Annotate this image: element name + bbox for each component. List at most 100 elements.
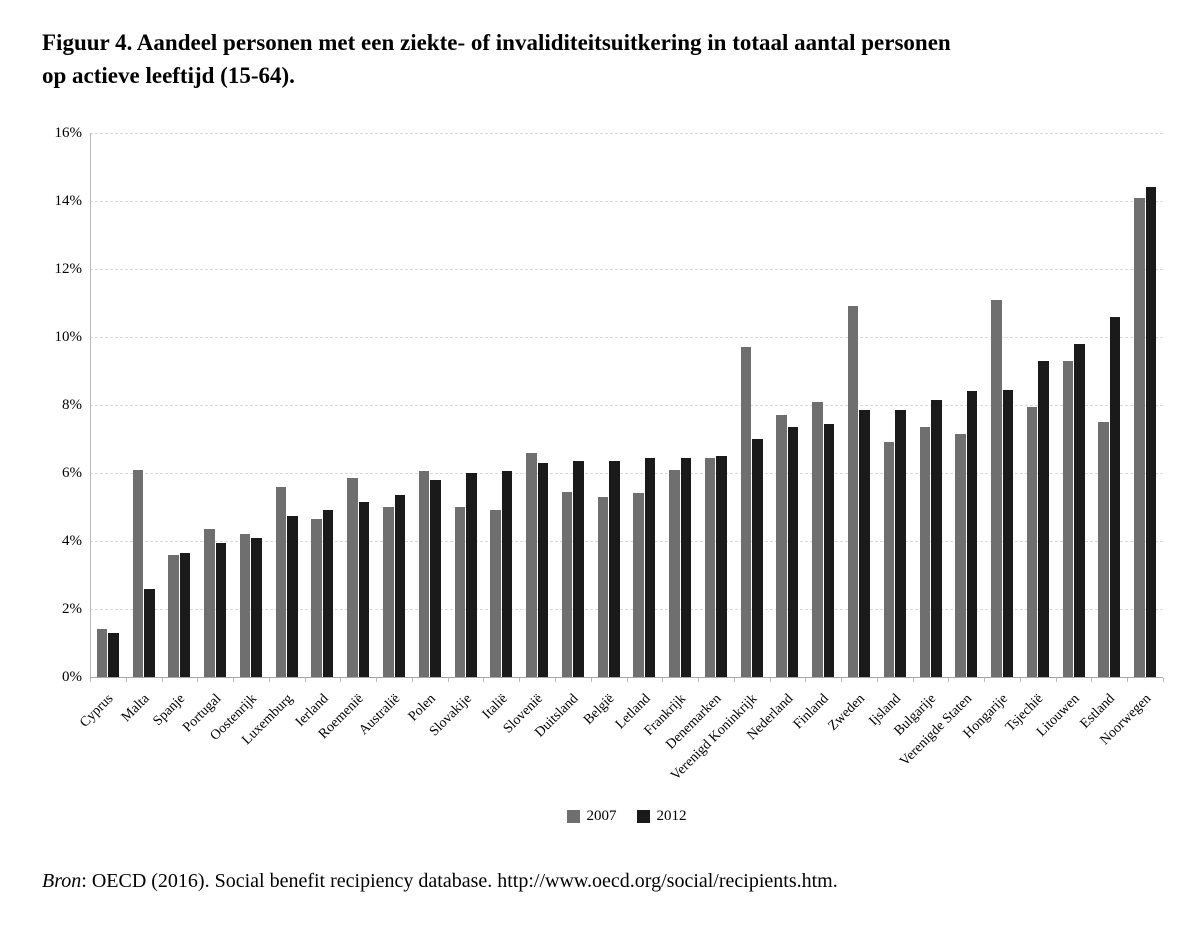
bar-2012-Ierland: [322, 510, 334, 677]
figure-title: Figuur 4. Aandeel personen met een ziekt…: [42, 26, 1172, 92]
bar-2012-Estland: [1109, 316, 1121, 677]
category-tick: [1055, 678, 1057, 682]
bar-2012-Malta: [144, 588, 155, 677]
category-tick: [233, 678, 235, 682]
bar-2012-Roemenië: [358, 501, 370, 677]
bar-2012-Litouwen: [1074, 343, 1085, 677]
category-tick: [1091, 678, 1093, 682]
source-label: Bron: [42, 870, 82, 892]
x-axis-label-Zweden: Zweden: [825, 691, 868, 734]
bar-2007-Zweden: [847, 306, 859, 677]
category-tick: [1127, 678, 1129, 682]
source-line: Bron: OECD (2016). Social benefit recipi…: [42, 870, 838, 893]
gridline-8: [90, 405, 1163, 406]
category-tick: [805, 678, 807, 682]
legend-swatch-2012: [636, 810, 650, 823]
bar-2012-Portugal: [215, 542, 227, 677]
bar-2007-Ijsland: [883, 442, 895, 677]
bar-2007-Bulgarije: [919, 427, 931, 677]
bar-2007-Italië: [490, 510, 501, 677]
x-axis-line: [90, 677, 1163, 678]
x-axis-label-Finland: Finland: [791, 691, 833, 733]
x-axis-label-België: België: [581, 691, 618, 728]
bar-2012-Ijsland: [895, 410, 906, 677]
y-tick-label-6: 6%: [62, 465, 82, 481]
bar-2007-Spanje: [168, 554, 179, 677]
bar-2007-Verenigde Staten: [955, 433, 966, 677]
source-text: : OECD (2016). Social benefit recipiency…: [81, 870, 838, 892]
category-tick: [304, 678, 306, 682]
bar-2007-Verenigd Koninkrijk: [740, 347, 752, 677]
category-tick: [483, 678, 485, 682]
category-tick: [411, 678, 413, 682]
bar-2007-België: [597, 496, 609, 677]
y-tick-label-14: 14%: [54, 193, 83, 209]
category-tick: [733, 678, 735, 682]
y-tick-label-8: 8%: [62, 397, 82, 413]
bar-2012-Frankrijk: [680, 457, 692, 677]
bar-2007-Cyprus: [96, 629, 108, 677]
gridline-2: [90, 609, 1163, 610]
category-tick: [268, 678, 270, 682]
category-tick: [698, 678, 700, 682]
x-axis-label-Cyprus: Cyprus: [77, 691, 117, 731]
category-tick: [197, 678, 199, 682]
bar-2012-Cyprus: [108, 632, 119, 677]
category-tick: [376, 678, 378, 682]
category-tick: [626, 678, 628, 682]
bar-2007-Luxemburg: [275, 486, 287, 677]
category-tick: [161, 678, 163, 682]
bar-2007-Oostenrijk: [239, 534, 251, 677]
chart-legend: 2007 2012: [90, 808, 1163, 825]
bar-2012-Slovenië: [537, 462, 549, 677]
bar-2012-Bulgarije: [931, 399, 942, 677]
bar-2012-Australië: [394, 495, 406, 677]
category-tick: [662, 678, 664, 682]
bar-2012-België: [609, 461, 620, 677]
category-tick: [876, 678, 878, 682]
bar-2012-Verenigde Staten: [966, 391, 978, 677]
gridline-10: [90, 337, 1163, 338]
bar-2007-Slovakije: [454, 507, 466, 677]
category-tick: [340, 678, 342, 682]
legend-swatch-2007: [566, 810, 580, 823]
bar-2012-Noorwegen: [1145, 187, 1157, 677]
bar-2007-Polen: [418, 471, 430, 677]
bar-2012-Luxemburg: [287, 515, 298, 677]
category-tick: [841, 678, 843, 682]
bar-2007-Slovenië: [526, 452, 537, 677]
legend-label-2012: 2012: [656, 808, 687, 824]
legend-label-2007: 2007: [586, 808, 617, 824]
bar-2012-Hongarije: [1002, 389, 1014, 677]
bar-2012-Slovakije: [466, 473, 477, 677]
bar-2012-Polen: [430, 479, 441, 677]
legend-item-2012: 2012: [636, 808, 687, 825]
x-axis-label-Italië: Italië: [479, 691, 511, 723]
bar-2012-Denemarken: [716, 456, 727, 677]
bar-2007-Litouwen: [1062, 360, 1074, 677]
bar-2007-Ierland: [311, 518, 322, 677]
bar-2007-Noorwegen: [1134, 197, 1145, 677]
bar-2012-Finland: [823, 423, 835, 677]
bar-2012-Nederland: [787, 427, 799, 677]
bar-2007-Duitsland: [561, 491, 573, 677]
category-tick: [519, 678, 521, 682]
category-tick: [90, 678, 91, 682]
bar-2007-Tsjechië: [1026, 406, 1038, 677]
category-tick: [590, 678, 592, 682]
bar-2007-Australië: [383, 507, 394, 677]
figure-title-line1: Figuur 4. Aandeel personen met een ziekt…: [42, 30, 951, 55]
bar-2012-Italië: [501, 471, 513, 677]
bar-2007-Malta: [132, 469, 144, 677]
bar-2012-Spanje: [179, 552, 191, 677]
category-tick: [912, 678, 914, 682]
category-tick: [984, 678, 986, 682]
bar-2007-Roemenië: [347, 478, 358, 677]
y-tick-label-12: 12%: [54, 261, 83, 277]
bar-2007-Estland: [1098, 422, 1109, 677]
y-tick-label-0: 0%: [62, 669, 82, 685]
y-tick-label-10: 10%: [54, 329, 83, 345]
figure-title-line2: op actieve leeftijd (15-64).: [42, 63, 295, 88]
